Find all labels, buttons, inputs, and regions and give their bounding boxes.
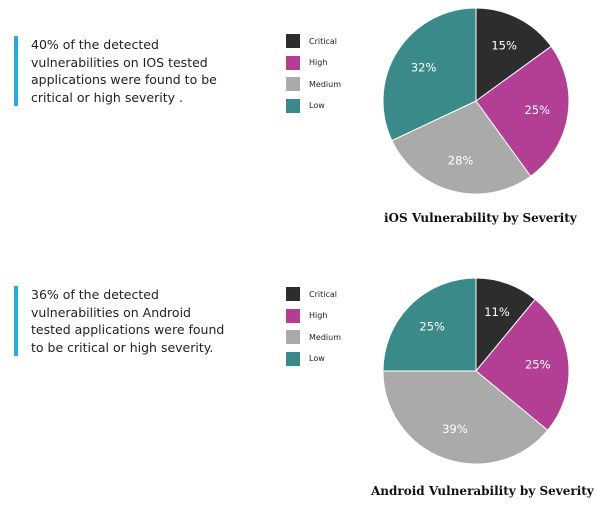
pie-label-medium: 39% xyxy=(442,422,468,436)
android-section: 36% of the detected vulnerabilities on A… xyxy=(0,253,597,506)
legend-swatch-critical xyxy=(286,34,300,48)
legend-label: Low xyxy=(309,101,325,110)
legend-label: Low xyxy=(309,354,325,363)
pie-slice-critical xyxy=(475,7,552,102)
pie-label-high: 25% xyxy=(524,103,550,117)
legend-swatch-low xyxy=(286,98,300,113)
pie-slice-low xyxy=(382,7,477,142)
legend-item-medium: Medium xyxy=(286,330,341,344)
pie-label-critical: 11% xyxy=(484,305,510,319)
legend-label: Critical xyxy=(309,289,337,299)
pie-label-low: 25% xyxy=(419,320,445,334)
legend-item-high: High xyxy=(286,55,341,70)
legend-swatch-high xyxy=(286,308,300,323)
legend-swatch-low xyxy=(286,351,300,366)
android-pie-chart: 11% 25% 39% 25% xyxy=(382,277,570,465)
legend-item-critical: Critical xyxy=(286,34,341,48)
legend-label: Medium xyxy=(309,332,341,342)
android-legend: Critical High Medium Low xyxy=(286,287,341,373)
pie-label-high: 25% xyxy=(525,358,551,372)
legend-label: High xyxy=(309,58,328,67)
legend-item-high: High xyxy=(286,308,341,323)
ios-chart-title: iOS Vulnerability by Severity xyxy=(384,211,577,225)
android-summary-text: 36% of the detected vulnerabilities on A… xyxy=(14,286,231,356)
pie-slice-low xyxy=(382,277,477,372)
pie-slice-high xyxy=(475,298,570,431)
pie-label-critical: 15% xyxy=(491,38,517,52)
legend-label: High xyxy=(309,311,328,320)
legend-swatch-medium xyxy=(286,77,300,91)
ios-pie-chart: 15% 25% 28% 32% xyxy=(382,7,570,195)
pie-slice-medium xyxy=(382,370,549,465)
legend-item-low: Low xyxy=(286,351,341,366)
pie-slice-high xyxy=(475,45,570,177)
legend-item-medium: Medium xyxy=(286,77,341,91)
android-chart-title: Android Vulnerability by Severity xyxy=(371,484,594,498)
legend-item-low: Low xyxy=(286,98,341,113)
legend-label: Medium xyxy=(309,79,341,89)
ios-summary-text: 40% of the detected vulnerabilities on I… xyxy=(14,36,231,106)
pie-slice-medium xyxy=(391,100,532,195)
legend-swatch-critical xyxy=(286,287,300,301)
ios-legend: Critical High Medium Low xyxy=(286,34,341,120)
legend-item-critical: Critical xyxy=(286,287,341,301)
legend-label: Critical xyxy=(309,36,337,46)
pie-label-medium: 28% xyxy=(448,154,474,168)
ios-section: 40% of the detected vulnerabilities on I… xyxy=(14,7,577,225)
pie-label-low: 32% xyxy=(411,60,437,74)
legend-swatch-medium xyxy=(286,330,300,344)
legend-swatch-high xyxy=(286,55,300,70)
